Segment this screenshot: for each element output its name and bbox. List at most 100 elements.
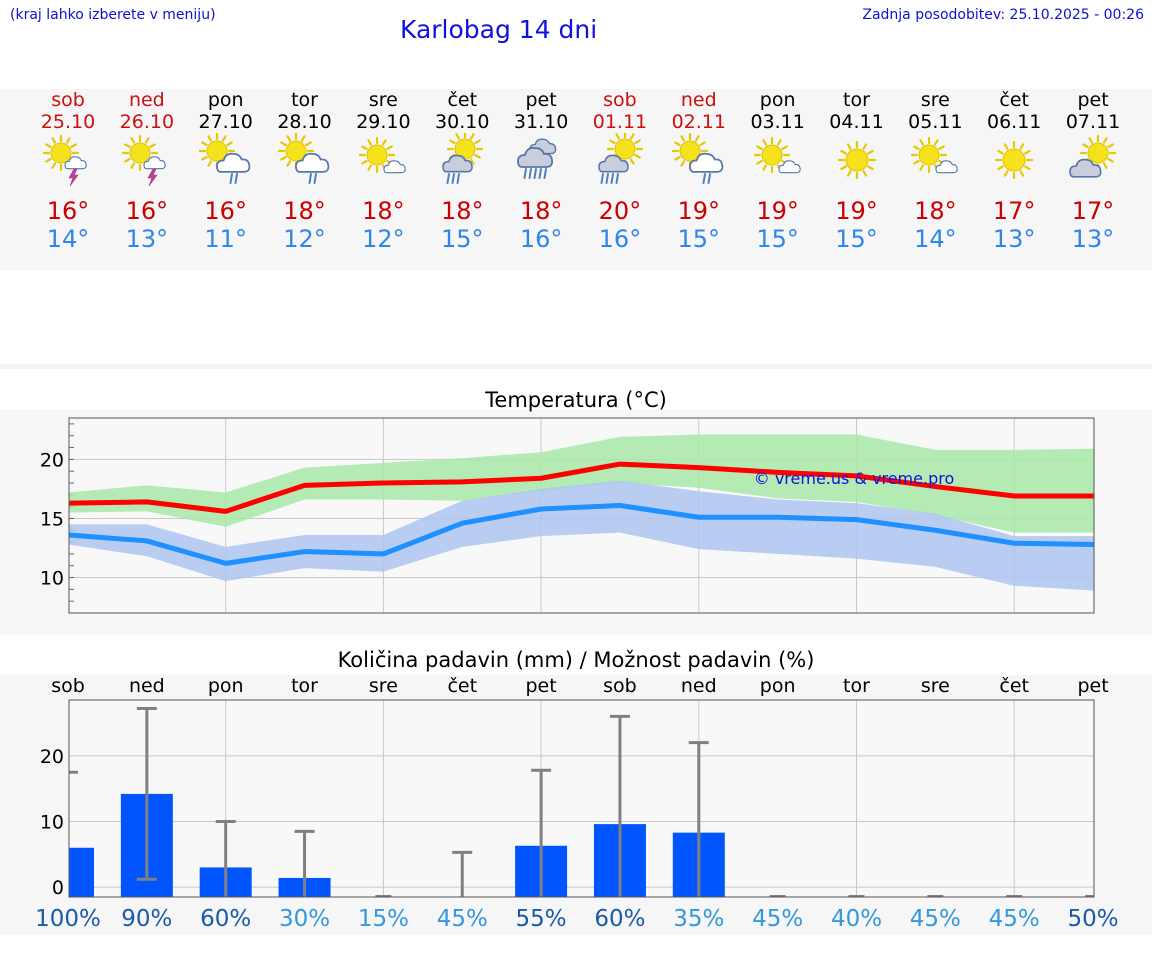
cloud-heavy-rain-icon	[517, 138, 557, 179]
max-temperature: 17°	[992, 197, 1036, 225]
min-temperature: 12°	[362, 225, 405, 253]
cloud-shape	[383, 160, 407, 174]
y-tick-label: 0	[52, 877, 64, 899]
x-category-label: sob	[603, 675, 637, 697]
plot-frame	[68, 417, 1095, 614]
day-forecast: tor 04.11 19° 15°	[818, 89, 896, 270]
sun-shape	[359, 136, 396, 174]
min-temperature: 15°	[835, 225, 878, 253]
sun-shape	[277, 133, 314, 170]
location-menu-hint: (kraj lahko izberete v meniju)	[10, 7, 216, 23]
day-forecast: tor 28.10 18° 12°	[266, 89, 344, 270]
precipitation-probability: 40%	[831, 906, 882, 932]
day-forecast: čet 06.11 17° 13°	[975, 89, 1053, 270]
cloud-shape	[688, 152, 724, 173]
precipitation-whisker	[69, 770, 78, 897]
sun-shape	[911, 136, 948, 174]
precipitation-probability: 45%	[752, 906, 803, 932]
day-name: pon	[759, 89, 796, 111]
sun-icon	[995, 140, 1034, 180]
watermark: © vreme.us & vreme.pro	[754, 469, 955, 488]
rain-drops	[702, 173, 711, 184]
cloud-shape	[935, 160, 959, 174]
day-date: 03.11	[750, 111, 805, 133]
max-temperature: 18°	[362, 197, 405, 225]
min-temperature: 12°	[283, 225, 326, 253]
cloud-shape	[598, 154, 629, 173]
lightning-bolt	[68, 168, 79, 187]
min-temperature: 13°	[1071, 225, 1115, 253]
min-temperature: 11°	[204, 225, 247, 253]
min-temperature: 14°	[46, 225, 90, 253]
precipitation-chart-title: Količina padavin (mm) / Možnost padavin …	[337, 648, 815, 672]
max-temperature: 16°	[204, 197, 247, 225]
day-forecast: pet 07.11 17° 13°	[1054, 89, 1132, 270]
x-category-label: pet	[1077, 675, 1108, 697]
max-temperature: 16°	[46, 197, 90, 225]
page-title: Karlobag 14 dni	[400, 15, 598, 44]
max-temperature-line	[69, 461, 1094, 514]
x-category-label: pon	[760, 675, 796, 697]
precipitation-probability: 100%	[35, 906, 101, 932]
x-category-label: pon	[208, 675, 244, 697]
max-temperature-band	[69, 434, 1094, 533]
precipitation-probability: 50%	[1067, 906, 1118, 932]
day-date: 28.10	[277, 111, 332, 133]
sun-cloud-rain-icon	[277, 133, 329, 184]
day-name: sob	[603, 89, 637, 111]
day-date: 25.10	[40, 111, 96, 133]
min-temperature: 15°	[440, 225, 484, 253]
precipitation-probability: 30%	[279, 906, 330, 932]
day-date: 01.11	[592, 111, 648, 133]
precipitation-whisker	[136, 707, 157, 881]
plot-frame	[68, 699, 1095, 898]
min-temperature: 15°	[756, 225, 799, 253]
day-forecast: sre 05.11 18° 14°	[896, 89, 974, 270]
day-name: sre	[920, 89, 950, 111]
day-name: tor	[843, 89, 870, 111]
min-temperature: 14°	[914, 225, 957, 253]
sun-grey-cloud-rain-icon	[442, 133, 484, 184]
day-date: 31.10	[513, 111, 569, 133]
rain-drops	[600, 173, 619, 184]
y-tick-label: 10	[40, 811, 64, 833]
temperature-chart-title: Temperatura (°C)	[485, 388, 667, 412]
max-temperature: 18°	[283, 197, 326, 225]
rain-drops	[446, 173, 461, 184]
x-category-label: čet	[447, 675, 477, 697]
sun-shape	[671, 133, 708, 170]
min-temperature: 16°	[598, 225, 642, 253]
day-forecast: ned 02.11 19° 15°	[660, 89, 738, 270]
cloud-shape	[517, 146, 554, 168]
cloud-shape	[215, 152, 250, 173]
max-temperature: 16°	[125, 197, 169, 225]
precipitation-probability: 60%	[594, 906, 645, 932]
precipitation-probability: 90%	[121, 906, 172, 932]
rain-drops	[523, 168, 548, 179]
rain-drops	[308, 173, 317, 184]
precipitation-probability: 35%	[673, 906, 724, 932]
section-divider	[0, 364, 1152, 369]
day-forecast: pon 03.11 19° 15°	[739, 89, 817, 270]
sun-cloud-thunder-icon	[121, 134, 166, 187]
cloud-shape	[778, 160, 801, 174]
temperature-chart: 10 15 20 © vreme.us & vreme.pro	[40, 417, 1095, 614]
day-name: sre	[368, 89, 398, 111]
day-date: 04.11	[829, 111, 884, 133]
day-forecast: pon 27.10 16° 11°	[187, 89, 265, 270]
sun-icon	[837, 140, 876, 180]
precipitation-probability: 15%	[358, 906, 409, 932]
last-update-timestamp: Zadnja posodobitev: 25.10.2025 - 00:26	[862, 7, 1144, 23]
sun-cloud-thunder-icon	[42, 134, 87, 187]
precipitation-probability: 60%	[200, 906, 251, 932]
day-date: 27.10	[198, 111, 253, 133]
sun-shape	[121, 134, 158, 172]
day-name: čet	[447, 89, 478, 111]
max-temperature: 18°	[440, 197, 484, 225]
day-date: 30.10	[435, 111, 490, 133]
day-forecast: ned 26.10 16° 13°	[108, 89, 186, 270]
day-forecast: sob 25.10 16° 14°	[29, 89, 107, 270]
rain-drops	[229, 173, 238, 184]
day-forecast: sre 29.10 18° 12°	[344, 89, 422, 270]
x-category-label: ned	[681, 675, 717, 697]
